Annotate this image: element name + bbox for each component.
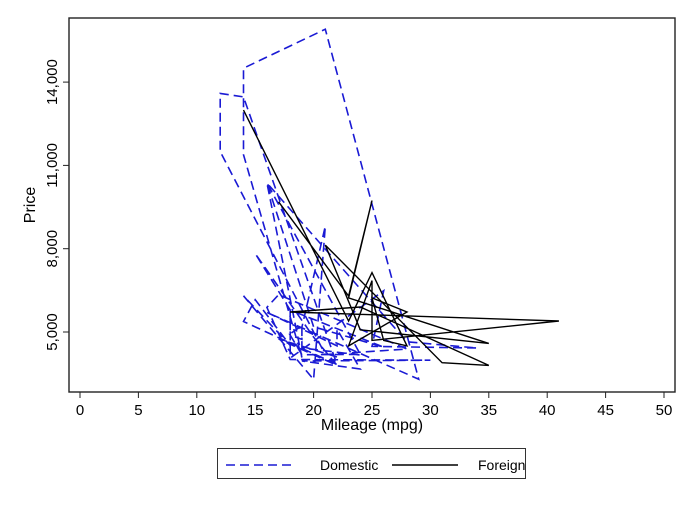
legend-item-domestic: Domestic — [226, 449, 378, 480]
dashed-line-swatch-icon — [226, 463, 292, 466]
y-tick-label: 14,000 — [44, 59, 61, 105]
y-tick-label: 5,000 — [44, 313, 61, 351]
x-tick-label: 35 — [480, 402, 497, 419]
x-tick-label: 5 — [134, 402, 142, 419]
legend-label-foreign: Foreign — [478, 456, 526, 473]
x-tick-label: 50 — [656, 402, 673, 419]
x-tick-label: 45 — [597, 402, 614, 419]
legend: Domestic Foreign — [217, 448, 526, 479]
series-line-foreign — [242, 109, 559, 367]
x-tick-label: 10 — [188, 402, 205, 419]
x-tick-label: 15 — [247, 402, 264, 419]
x-axis: 0 5 10 15 20 25 30 35 40 45 50 — [76, 392, 673, 419]
series-line-domestic — [219, 28, 478, 382]
y-tick-label: 8,000 — [44, 230, 61, 268]
y-axis-title: Price — [22, 187, 39, 224]
x-tick-label: 20 — [305, 402, 322, 419]
series-layer — [219, 28, 559, 382]
x-axis-title: Mileage (mpg) — [321, 417, 423, 434]
x-tick-label: 40 — [539, 402, 556, 419]
y-tick-label: 11,000 — [44, 143, 61, 188]
x-tick-label: 30 — [422, 402, 439, 419]
y-axis: 5,000 8,000 11,000 14,000 — [44, 59, 69, 351]
x-tick-label: 25 — [364, 402, 381, 419]
solid-line-swatch-icon — [392, 463, 458, 466]
x-tick-label: 0 — [76, 402, 84, 419]
legend-label-domestic: Domestic — [320, 456, 379, 473]
legend-item-foreign: Foreign — [392, 449, 525, 480]
